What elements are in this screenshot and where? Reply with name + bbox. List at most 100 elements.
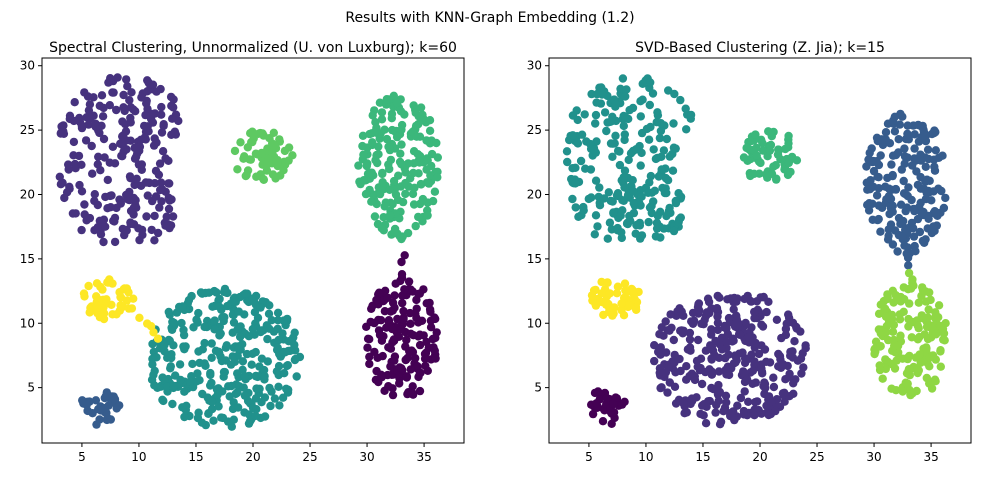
- right-cluster-4-point: [875, 365, 885, 375]
- right-cluster-0-point: [674, 217, 683, 227]
- left-cluster-8-point: [127, 304, 137, 313]
- left-cluster-4-point: [389, 335, 399, 344]
- right-cluster-6-point: [721, 365, 730, 375]
- left-cluster-0-point: [136, 135, 146, 144]
- left-cluster-0-point: [156, 185, 165, 195]
- left-cluster-4-point: [388, 390, 398, 400]
- left-cluster-6-point: [219, 372, 228, 381]
- right-cluster-6-point: [697, 379, 707, 389]
- left-cluster-0-point: [157, 128, 167, 137]
- right-cluster-6-point: [701, 346, 711, 355]
- left-cluster-2-point: [418, 194, 428, 204]
- left-cluster-6-point: [256, 303, 265, 312]
- left-cluster-6-point: [189, 323, 198, 332]
- right-cluster-6-point: [713, 318, 723, 327]
- left-cluster-0-point: [155, 203, 164, 212]
- right-cluster-7-point: [619, 311, 629, 320]
- left-cluster-6-point: [184, 296, 194, 305]
- left-cluster-6-point: [169, 381, 178, 390]
- left-plot-title: Spectral Clustering, Unnormalized (U. vo…: [49, 40, 457, 56]
- right-cluster-4-point: [934, 301, 944, 310]
- right-cluster-2-point: [874, 173, 883, 182]
- left-cluster-2-point: [422, 136, 431, 145]
- left-cluster-4-point: [419, 331, 428, 340]
- right-cluster-0-point: [586, 165, 596, 174]
- right-cluster-4-point: [876, 342, 885, 351]
- right-cluster-6-point: [666, 310, 675, 319]
- right-cluster-0-point: [592, 89, 602, 99]
- left-cluster-6-point: [206, 368, 215, 378]
- left-cluster-0-point: [98, 219, 107, 228]
- left-cluster-2-point: [425, 126, 435, 135]
- right-cluster-0-point: [617, 228, 626, 237]
- left-cluster-4-point: [423, 366, 432, 375]
- left-cluster-6-point: [207, 397, 217, 406]
- left-cluster-4-point: [431, 333, 440, 343]
- right-cluster-0-point: [648, 89, 658, 98]
- left-cluster-0-point: [88, 169, 97, 178]
- right-cluster-2-point: [910, 130, 919, 139]
- left-cluster-0-point: [164, 193, 173, 202]
- right-cluster-6-point: [748, 379, 757, 388]
- left-cluster-0-point: [131, 107, 140, 116]
- left-cluster-2-point: [366, 168, 375, 178]
- left-cluster-6-point: [216, 329, 225, 338]
- left-cluster-4-point: [383, 293, 392, 302]
- left-cluster-6-point: [273, 343, 282, 352]
- right-x-tick-label: 20: [752, 450, 767, 464]
- left-cluster-6-point: [200, 322, 209, 332]
- right-cluster-0-point: [618, 206, 627, 215]
- right-cluster-0-point: [657, 165, 666, 174]
- right-cluster-0-point: [632, 220, 641, 230]
- right-cluster-0-point: [628, 176, 637, 185]
- right-cluster-4-point: [887, 384, 896, 393]
- left-cluster-2-point: [372, 150, 382, 160]
- left-cluster-7-point: [129, 294, 138, 303]
- left-cluster-2-point: [398, 197, 408, 207]
- right-cluster-6-point: [776, 355, 785, 364]
- left-cluster-6-point: [267, 387, 276, 396]
- right-cluster-0-point: [681, 104, 690, 113]
- left-cluster-3-point: [390, 228, 399, 237]
- left-cluster-9-point: [92, 420, 101, 429]
- left-cluster-0-point: [162, 212, 171, 221]
- right-cluster-6-point: [695, 366, 705, 375]
- right-cluster-2-point: [909, 232, 919, 241]
- left-cluster-6-point: [179, 342, 188, 351]
- left-cluster-6-point: [188, 359, 197, 369]
- left-cluster-4-point: [384, 382, 393, 391]
- right-cluster-2-point: [888, 240, 898, 249]
- left-cluster-0-point: [168, 114, 177, 123]
- right-cluster-2-point: [900, 159, 909, 168]
- left-cluster-0-point: [143, 87, 152, 96]
- left-cluster-0-point: [145, 178, 154, 188]
- left-cluster-6-point: [238, 357, 248, 366]
- left-cluster-6-point: [234, 307, 243, 316]
- left-cluster-6-point: [266, 401, 275, 411]
- right-cluster-2-point: [893, 247, 902, 256]
- right-cluster-4-point: [934, 313, 943, 322]
- left-cluster-6-point: [274, 361, 284, 371]
- left-cluster-0-point: [75, 180, 84, 190]
- left-cluster-2-point: [368, 111, 377, 120]
- left-cluster-8-point: [149, 328, 158, 337]
- right-cluster-1-point: [746, 171, 755, 181]
- left-cluster-1-point: [252, 172, 261, 181]
- right-cluster-1-point: [758, 138, 767, 148]
- left-cluster-4-point: [420, 354, 430, 363]
- right-cluster-0-point: [621, 112, 630, 121]
- right-x-tick-label: 10: [638, 450, 653, 464]
- right-cluster-1-point: [747, 136, 756, 146]
- left-cluster-0-point: [133, 149, 142, 158]
- right-cluster-6-point: [722, 398, 731, 407]
- left-cluster-0-point: [164, 156, 173, 165]
- right-plot-ticks: 5 10 15 20 25 30 35 5 10 15 20 25 30: [527, 59, 939, 464]
- left-cluster-6-point: [193, 413, 203, 423]
- left-cluster-2-point: [414, 212, 423, 222]
- right-cluster-0-point: [579, 202, 588, 212]
- left-cluster-7-point: [91, 300, 101, 310]
- left-cluster-2-point: [392, 98, 402, 108]
- left-cluster-6-point: [253, 313, 263, 322]
- right-cluster-4-point: [880, 304, 890, 313]
- right-cluster-2-point: [898, 112, 907, 121]
